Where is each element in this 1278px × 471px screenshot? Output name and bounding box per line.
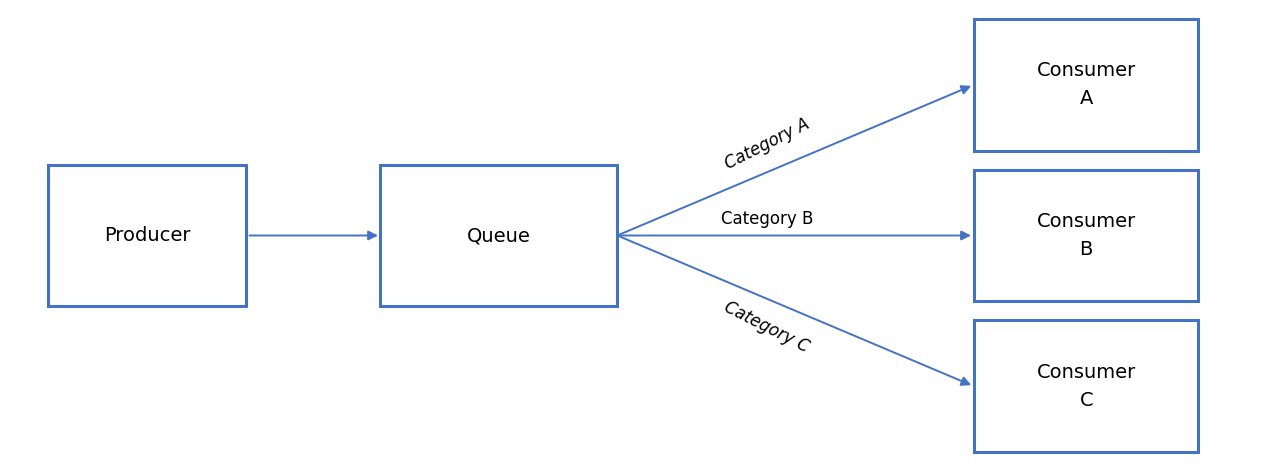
- Text: Consumer
A: Consumer A: [1036, 61, 1136, 108]
- FancyBboxPatch shape: [381, 165, 616, 306]
- Text: Category C: Category C: [721, 298, 813, 357]
- Text: Queue: Queue: [466, 226, 530, 245]
- Text: Consumer
B: Consumer B: [1036, 212, 1136, 259]
- FancyBboxPatch shape: [974, 320, 1199, 452]
- Text: Producer: Producer: [104, 226, 190, 245]
- Text: Category A: Category A: [722, 114, 812, 173]
- Text: Category B: Category B: [721, 210, 813, 228]
- Text: Consumer
C: Consumer C: [1036, 363, 1136, 410]
- FancyBboxPatch shape: [49, 165, 245, 306]
- FancyBboxPatch shape: [974, 170, 1199, 301]
- FancyBboxPatch shape: [974, 19, 1199, 151]
